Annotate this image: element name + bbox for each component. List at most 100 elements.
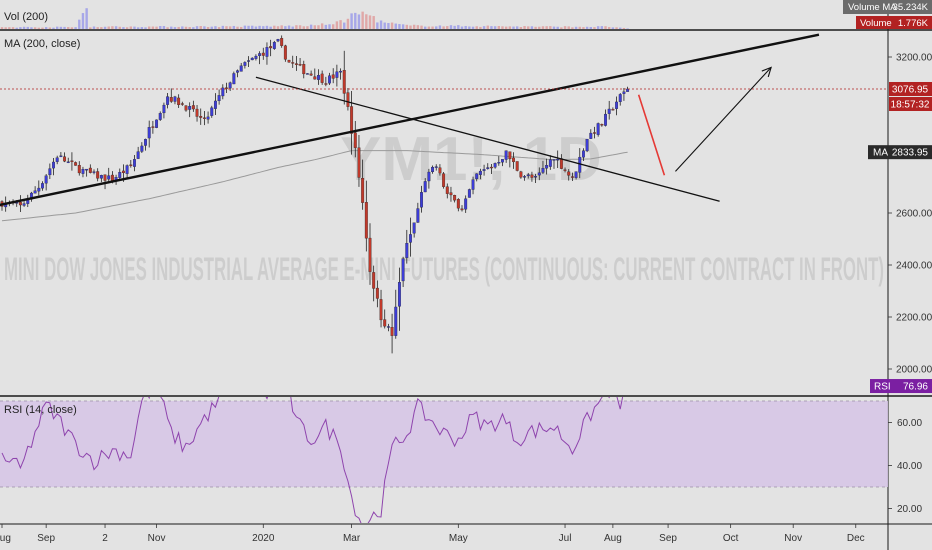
candle-body — [140, 145, 144, 152]
rsi-indicator-label[interactable]: RSI (14, close) — [4, 404, 77, 416]
volume-bar — [354, 12, 357, 29]
candle-body — [548, 159, 552, 167]
volume-bar — [427, 26, 431, 29]
candle-body — [52, 161, 55, 169]
volume-bar — [482, 26, 486, 29]
candle-body — [442, 173, 446, 187]
candle-body — [239, 65, 243, 72]
candle-body — [412, 222, 416, 234]
time-tick-label: Nov — [148, 533, 166, 544]
volume-bar — [192, 27, 195, 29]
volume-bar — [585, 26, 589, 29]
volume-bar — [578, 26, 581, 29]
candle-body — [184, 105, 188, 111]
candle-body — [460, 208, 464, 211]
candle-body — [202, 117, 206, 119]
volume-bar — [100, 27, 103, 29]
volume-bar — [206, 27, 210, 29]
volume-bar — [372, 16, 375, 29]
black-arrow-head — [761, 66, 772, 78]
volume-bar — [118, 26, 121, 29]
candle-body — [88, 167, 92, 173]
candle-body — [431, 166, 435, 173]
drawings[interactable] — [0, 33, 820, 207]
volume-bar — [424, 26, 427, 29]
candle-body — [317, 75, 320, 80]
candle-body — [596, 123, 600, 135]
candle-body — [519, 171, 523, 178]
volume-bar — [228, 26, 232, 29]
candle-body — [386, 326, 390, 328]
candle-body — [232, 73, 236, 85]
candle-body — [581, 150, 585, 158]
volume-bar — [63, 26, 66, 29]
candle-body — [162, 104, 166, 114]
rsi-axis[interactable]: 20.00 40.00 60.00 — [888, 418, 922, 515]
ma-indicator-label[interactable]: MA (200, close) — [4, 38, 80, 50]
volume-bar — [59, 26, 63, 29]
volume-bar — [563, 26, 567, 29]
candle-body — [611, 109, 615, 111]
candle-body — [166, 96, 170, 105]
time-axis[interactable]: Aug Sep 2 Nov 2020 Mar May Jul Aug Sep Oct Nov Dec — [0, 524, 865, 544]
time-tick-label: Jul — [559, 533, 572, 544]
volume-bar — [247, 25, 250, 29]
candle-body — [313, 76, 317, 80]
candle-body — [261, 52, 265, 56]
candle-body — [361, 178, 365, 203]
volume-indicator-label[interactable]: Vol (200) — [4, 11, 48, 23]
volume-bar — [232, 25, 236, 29]
volume-bar — [262, 26, 265, 29]
volume-bar — [37, 27, 40, 29]
candle-body — [298, 64, 302, 66]
volume-bar — [199, 25, 202, 29]
volume-bar — [217, 27, 221, 29]
candle-body — [342, 70, 346, 94]
price-axis[interactable]: 2000.00 2200.00 2400.00 2600.00 3200.00 — [888, 53, 932, 376]
volume-bar — [291, 26, 294, 29]
candle-body — [210, 107, 214, 116]
volume-bar — [493, 26, 497, 29]
volume-bar — [490, 26, 493, 29]
price-tick-label: 3200.00 — [896, 53, 932, 64]
rsi-tick-label: 20.00 — [897, 504, 922, 515]
volume-bar — [479, 26, 482, 29]
candle-body — [243, 62, 247, 66]
rsi-band-background — [0, 401, 888, 487]
volume-bar — [317, 25, 320, 29]
candle-body — [22, 203, 26, 206]
volume-bar — [70, 27, 74, 29]
candle-body — [397, 282, 401, 307]
volume-bar — [48, 27, 52, 29]
volume-bar — [284, 26, 287, 29]
volume-bar — [534, 26, 537, 29]
candle-body — [390, 327, 394, 336]
volume-bar — [221, 25, 224, 29]
candle-body — [559, 158, 563, 169]
candle-body — [41, 183, 44, 189]
candle-body — [18, 201, 22, 206]
volume-bar — [30, 27, 33, 29]
candle-body — [615, 101, 619, 109]
candle-body — [70, 160, 74, 163]
volume-bar — [453, 25, 456, 29]
candle-body — [537, 172, 541, 176]
candle-body — [372, 272, 376, 289]
candle-body — [133, 159, 136, 167]
volume-bar — [313, 25, 316, 29]
volume-bar — [593, 27, 596, 29]
volume-bar — [545, 26, 548, 29]
red-drop-line — [637, 94, 666, 176]
volume-legend: Volume 1.776K — [856, 16, 932, 29]
volume-bar — [486, 25, 489, 29]
candle-body — [225, 87, 228, 89]
candle-body — [121, 170, 125, 174]
volume-bar — [508, 26, 512, 29]
candle-body — [107, 175, 111, 180]
volume-bar — [33, 27, 37, 29]
volume-bar — [236, 26, 239, 29]
time-tick-label: Dec — [847, 533, 865, 544]
volume-bar — [302, 26, 305, 29]
candle-body — [383, 319, 387, 327]
